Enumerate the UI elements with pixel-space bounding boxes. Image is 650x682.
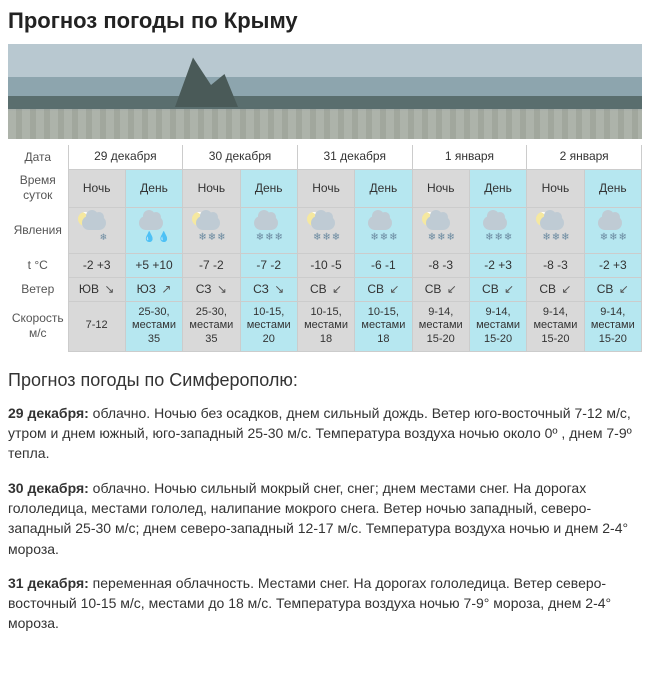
date-cell: 30 декабря — [183, 145, 298, 169]
tod-day: День — [584, 169, 641, 207]
cloud-snow-icon: ❄❄❄ — [479, 212, 517, 244]
tod-day: День — [240, 169, 297, 207]
phen-cell: ❄ — [68, 207, 125, 253]
phen-cell: 💧💧 — [125, 207, 182, 253]
temp-cell: -2 +3 — [584, 253, 641, 277]
temp-cell: -2 +3 — [68, 253, 125, 277]
cloud-snow-icon: ❄❄❄ — [250, 212, 288, 244]
speed-cell: 25-30, местами 35 — [183, 301, 240, 351]
subtitle: Прогноз погоды по Симферополю: — [8, 370, 642, 391]
date-cell: 29 декабря — [68, 145, 183, 169]
speed-cell: 25-30, местами 35 — [125, 301, 182, 351]
tod-night: Ночь — [527, 169, 584, 207]
wind-cell: ЮЗ ↗ — [125, 277, 182, 301]
wind-arrow-icon: ↗ — [161, 282, 171, 296]
wind-arrow-icon: ↙ — [332, 282, 342, 296]
tod-night: Ночь — [297, 169, 354, 207]
wind-cell: СВ ↙ — [297, 277, 354, 301]
tod-night: Ночь — [68, 169, 125, 207]
date-cell: 31 декабря — [297, 145, 412, 169]
forecast-date-label: 30 декабря: — [8, 480, 89, 496]
wind-cell: СВ ↙ — [469, 277, 526, 301]
wind-cell: ЮВ ↘ — [68, 277, 125, 301]
rowhdr-tod: Время суток — [8, 169, 68, 207]
cloud-moon-flake-icon: ❄ — [78, 212, 116, 244]
wind-arrow-icon: ↙ — [447, 282, 457, 296]
wind-arrow-icon: ↙ — [504, 282, 514, 296]
cloud-moon-snow-icon: ❄❄❄ — [422, 212, 460, 244]
temp-cell: -10 -5 — [297, 253, 354, 277]
wind-arrow-icon: ↙ — [561, 282, 571, 296]
tod-day: День — [469, 169, 526, 207]
row-tod: Время суток НочьДень НочьДень НочьДень Н… — [8, 169, 642, 207]
phen-cell: ❄❄❄ — [183, 207, 240, 253]
tod-night: Ночь — [412, 169, 469, 207]
forecast-text: 29 декабря: облачно. Ночью без осадков, … — [8, 403, 642, 634]
temp-cell: -7 -2 — [240, 253, 297, 277]
rowhdr-date: Дата — [8, 145, 68, 169]
cloud-moon-snow-icon: ❄❄❄ — [192, 212, 230, 244]
wind-arrow-icon: ↘ — [104, 282, 114, 296]
forecast-paragraph: 29 декабря: облачно. Ночью без осадков, … — [8, 403, 642, 464]
phen-cell: ❄❄❄ — [527, 207, 584, 253]
wind-arrow-icon: ↙ — [619, 282, 629, 296]
cloud-moon-snow-icon: ❄❄❄ — [536, 212, 574, 244]
temp-cell: -8 -3 — [412, 253, 469, 277]
rowhdr-phen: Явления — [8, 207, 68, 253]
temp-cell: -7 -2 — [183, 253, 240, 277]
date-cell: 2 января — [527, 145, 642, 169]
row-date: Дата 29 декабря 30 декабря 31 декабря 1 … — [8, 145, 642, 169]
rowhdr-temp: t °C — [8, 253, 68, 277]
phen-cell: ❄❄❄ — [240, 207, 297, 253]
forecast-table: Дата 29 декабря 30 декабря 31 декабря 1 … — [8, 145, 642, 352]
phen-cell: ❄❄❄ — [469, 207, 526, 253]
row-temp: t °C -2 +3+5 +10-7 -2-7 -2-10 -5-6 -1-8 … — [8, 253, 642, 277]
tod-night: Ночь — [183, 169, 240, 207]
wind-cell: СВ ↙ — [527, 277, 584, 301]
speed-cell: 9-14, местами 15-20 — [412, 301, 469, 351]
speed-cell: 9-14, местами 15-20 — [584, 301, 641, 351]
phen-cell: ❄❄❄ — [297, 207, 354, 253]
forecast-paragraph: 31 декабря: переменная облачность. Места… — [8, 573, 642, 634]
speed-cell: 10-15, местами 18 — [297, 301, 354, 351]
speed-cell: 10-15, местами 18 — [355, 301, 412, 351]
phen-cell: ❄❄❄ — [412, 207, 469, 253]
forecast-date-label: 31 декабря: — [8, 575, 89, 591]
wind-arrow-icon: ↘ — [274, 282, 284, 296]
cloud-snow-icon: ❄❄❄ — [594, 212, 632, 244]
wind-cell: СВ ↙ — [412, 277, 469, 301]
row-phen: Явления ❄ 💧💧 ❄❄❄ ❄❄❄ ❄❄❄ ❄❄❄ ❄❄❄ ❄❄❄ ❄❄❄ ❄❄❄ — [8, 207, 642, 253]
speed-cell: 9-14, местами 15-20 — [527, 301, 584, 351]
tod-day: День — [355, 169, 412, 207]
tod-day: День — [125, 169, 182, 207]
wind-arrow-icon: ↙ — [389, 282, 399, 296]
forecast-date-label: 29 декабря: — [8, 405, 89, 421]
wind-cell: СЗ ↘ — [240, 277, 297, 301]
rowhdr-wind: Ветер — [8, 277, 68, 301]
wind-cell: СЗ ↘ — [183, 277, 240, 301]
speed-cell: 7-12 — [68, 301, 125, 351]
temp-cell: -6 -1 — [355, 253, 412, 277]
hero-image — [8, 44, 642, 139]
forecast-paragraph: 30 декабря: облачно. Ночью сильный мокры… — [8, 478, 642, 559]
cloud-snow-icon: ❄❄❄ — [364, 212, 402, 244]
temp-cell: +5 +10 — [125, 253, 182, 277]
date-cell: 1 января — [412, 145, 527, 169]
phen-cell: ❄❄❄ — [584, 207, 641, 253]
temp-cell: -8 -3 — [527, 253, 584, 277]
wind-cell: СВ ↙ — [355, 277, 412, 301]
page-title: Прогноз погоды по Крыму — [8, 8, 642, 34]
row-wind: Ветер ЮВ ↘ЮЗ ↗СЗ ↘СЗ ↘СВ ↙СВ ↙СВ ↙СВ ↙СВ… — [8, 277, 642, 301]
cloud-moon-snow-icon: ❄❄❄ — [307, 212, 345, 244]
speed-cell: 10-15, местами 20 — [240, 301, 297, 351]
phen-cell: ❄❄❄ — [355, 207, 412, 253]
temp-cell: -2 +3 — [469, 253, 526, 277]
cloud-rain-icon: 💧💧 — [135, 212, 173, 244]
row-speed: Скорость м/с 7-1225-30, местами 3525-30,… — [8, 301, 642, 351]
wind-cell: СВ ↙ — [584, 277, 641, 301]
wind-arrow-icon: ↘ — [217, 282, 227, 296]
rowhdr-speed: Скорость м/с — [8, 301, 68, 351]
speed-cell: 9-14, местами 15-20 — [469, 301, 526, 351]
